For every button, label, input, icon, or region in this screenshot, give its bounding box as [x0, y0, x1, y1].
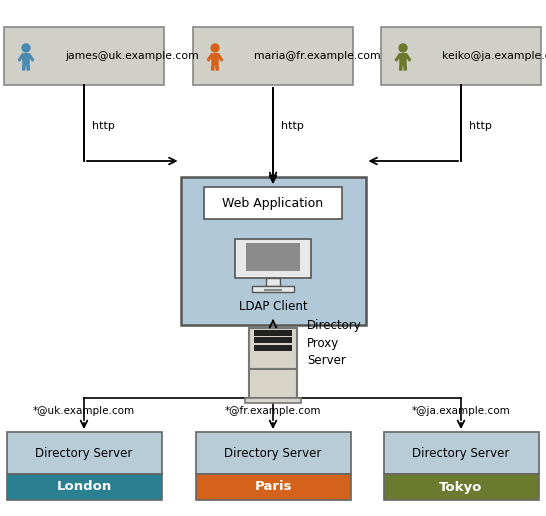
Polygon shape [402, 53, 404, 54]
Text: *@fr.example.com: *@fr.example.com [225, 406, 321, 416]
FancyBboxPatch shape [7, 432, 162, 474]
FancyBboxPatch shape [249, 328, 297, 368]
Text: Paris: Paris [254, 480, 292, 493]
FancyBboxPatch shape [195, 474, 351, 500]
Text: Tokyo: Tokyo [440, 480, 483, 493]
FancyBboxPatch shape [193, 27, 353, 85]
Text: http: http [469, 121, 492, 131]
Text: Directory
Proxy
Server: Directory Proxy Server [307, 319, 362, 366]
FancyBboxPatch shape [245, 398, 301, 404]
Polygon shape [28, 54, 33, 61]
Text: keiko@ja.example.com: keiko@ja.example.com [442, 51, 546, 61]
Text: Directory Server: Directory Server [412, 446, 509, 460]
Polygon shape [395, 54, 400, 61]
Polygon shape [403, 62, 406, 70]
FancyBboxPatch shape [181, 177, 365, 325]
Text: http: http [92, 121, 115, 131]
Polygon shape [216, 62, 218, 70]
Polygon shape [218, 54, 223, 61]
Circle shape [210, 43, 219, 53]
Polygon shape [25, 53, 27, 54]
FancyBboxPatch shape [249, 368, 297, 398]
Polygon shape [19, 54, 23, 61]
FancyBboxPatch shape [235, 239, 311, 278]
Circle shape [21, 43, 31, 53]
FancyBboxPatch shape [195, 432, 351, 474]
Text: james@uk.example.com: james@uk.example.com [65, 51, 199, 61]
Polygon shape [22, 62, 26, 70]
FancyBboxPatch shape [254, 345, 292, 351]
Text: http: http [281, 121, 304, 131]
Polygon shape [212, 62, 215, 70]
Text: LDAP Client: LDAP Client [239, 300, 307, 313]
Polygon shape [27, 62, 29, 70]
FancyBboxPatch shape [254, 337, 292, 344]
FancyBboxPatch shape [383, 474, 538, 500]
FancyBboxPatch shape [7, 474, 162, 500]
Text: Web Application: Web Application [222, 197, 324, 209]
Polygon shape [399, 54, 407, 62]
FancyBboxPatch shape [4, 27, 164, 85]
Circle shape [399, 43, 408, 53]
Text: Directory Server: Directory Server [224, 446, 322, 460]
FancyBboxPatch shape [266, 278, 280, 286]
FancyBboxPatch shape [246, 243, 300, 271]
Text: *@uk.example.com: *@uk.example.com [33, 406, 135, 416]
Polygon shape [207, 54, 212, 61]
Polygon shape [400, 62, 402, 70]
Polygon shape [22, 54, 29, 62]
FancyBboxPatch shape [381, 27, 541, 85]
FancyBboxPatch shape [204, 187, 342, 219]
Text: Directory Server: Directory Server [35, 446, 133, 460]
Polygon shape [406, 54, 411, 61]
FancyBboxPatch shape [252, 286, 294, 292]
Text: *@ja.example.com: *@ja.example.com [412, 406, 511, 416]
Text: maria@fr.example.com: maria@fr.example.com [254, 51, 381, 61]
FancyBboxPatch shape [383, 432, 538, 474]
Polygon shape [211, 54, 218, 62]
Polygon shape [213, 53, 216, 54]
FancyBboxPatch shape [254, 330, 292, 336]
Text: London: London [56, 480, 111, 493]
